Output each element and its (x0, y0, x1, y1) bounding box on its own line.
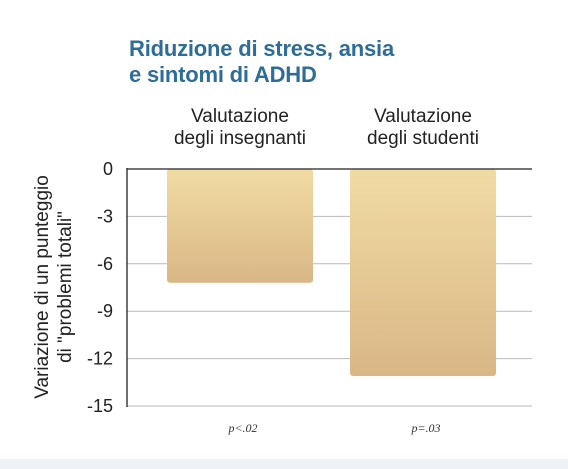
category-label: degli insegnanti (174, 128, 306, 149)
y-tick-label: -6 (97, 254, 113, 274)
chart-title-line-1: Riduzione di stress, ansia (129, 36, 394, 61)
chart-title: Riduzione di stress, ansia e sintomi di … (129, 36, 394, 88)
y-tick-label: -9 (97, 301, 113, 321)
category-label: Valutazione (374, 106, 472, 127)
bar-2 (350, 169, 496, 376)
p-value-annotation: p<.02 (227, 421, 257, 435)
chart-title-line-2: e sintomi di ADHD (129, 62, 317, 87)
y-tick-labels: 0 -3 -6 -9 -12 -15 (87, 159, 113, 416)
y-tick-label: -3 (97, 206, 113, 226)
y-axis-label: Variazione di un punteggio di "problemi t… (32, 175, 76, 399)
bottom-band (0, 459, 568, 469)
y-tick-label: 0 (103, 159, 113, 179)
bar-1 (167, 169, 313, 283)
category-label: degli studenti (367, 128, 479, 149)
y-axis-label-line: di "problemi totali" (55, 211, 76, 363)
y-axis (126, 168, 532, 407)
y-tick-label: -15 (87, 396, 113, 416)
category-label: Valutazione (191, 106, 289, 127)
y-tick-label: -12 (87, 349, 113, 369)
annotations: p<.02 p=.03 (227, 421, 440, 435)
p-value-annotation: p=.03 (410, 421, 440, 435)
y-axis-label-line: Variazione di un punteggio (32, 175, 53, 399)
bars (167, 169, 496, 376)
